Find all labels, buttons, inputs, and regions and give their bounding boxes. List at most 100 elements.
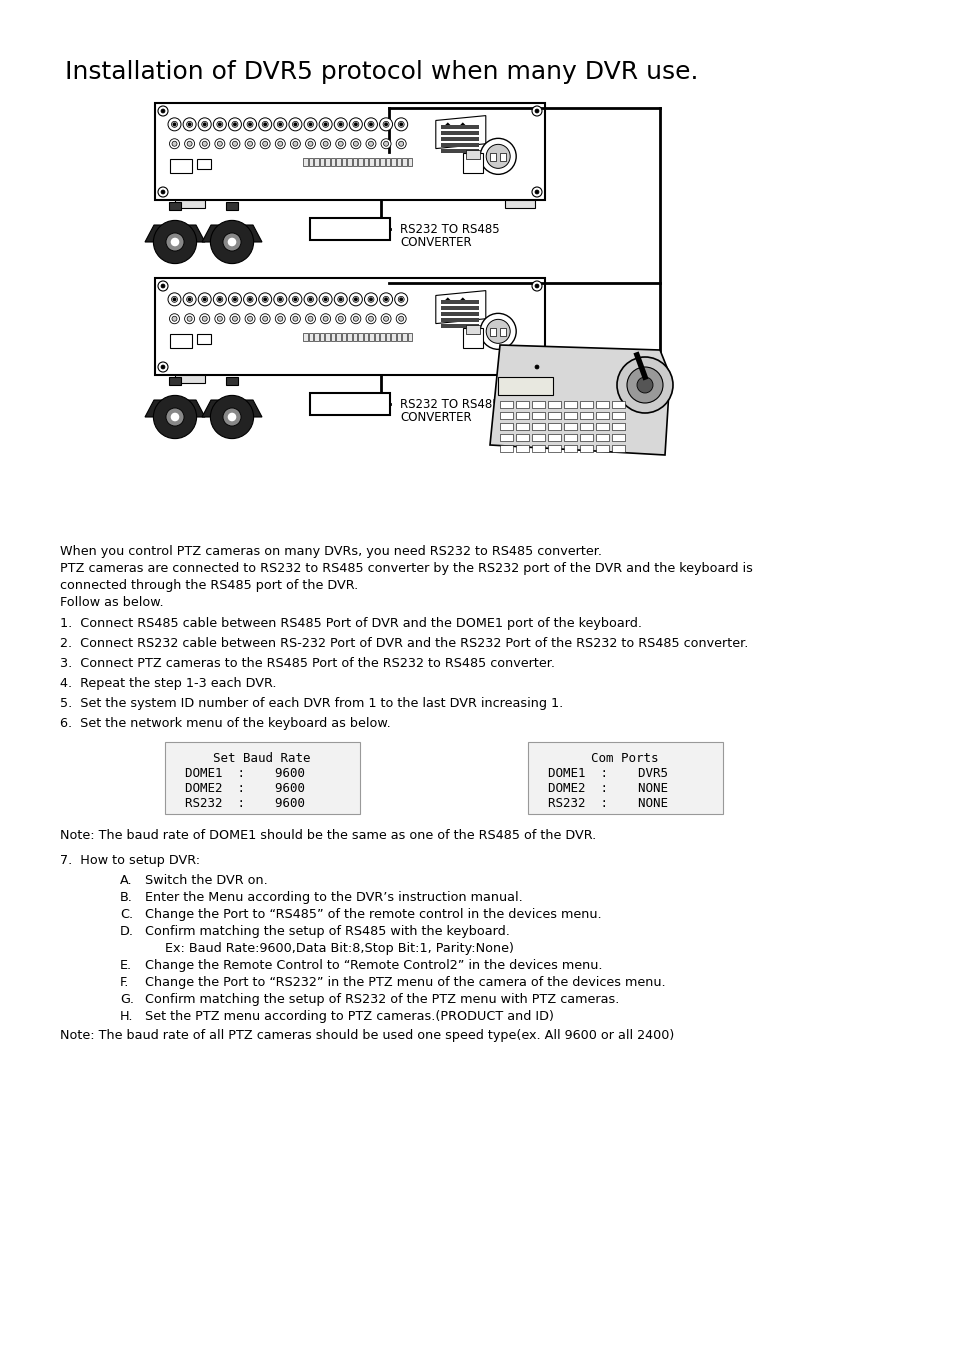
Circle shape bbox=[353, 316, 358, 322]
Circle shape bbox=[294, 123, 296, 126]
Circle shape bbox=[218, 123, 221, 126]
Circle shape bbox=[309, 299, 312, 300]
Circle shape bbox=[319, 293, 332, 305]
Circle shape bbox=[290, 139, 300, 149]
Circle shape bbox=[249, 123, 251, 126]
Circle shape bbox=[355, 123, 356, 126]
Circle shape bbox=[532, 362, 541, 372]
Circle shape bbox=[158, 281, 168, 290]
Text: 3.  Connect PTZ cameras to the RS485 Port of the RS232 to RS485 converter.: 3. Connect PTZ cameras to the RS485 Port… bbox=[60, 657, 555, 670]
Bar bbox=[347, 158, 352, 166]
Bar bbox=[563, 423, 577, 430]
Circle shape bbox=[399, 123, 402, 126]
Bar bbox=[579, 401, 593, 408]
Bar bbox=[196, 334, 211, 345]
Circle shape bbox=[230, 313, 240, 324]
Bar bbox=[341, 158, 346, 166]
Text: RS232 TO RS485: RS232 TO RS485 bbox=[399, 223, 499, 236]
Circle shape bbox=[304, 293, 316, 305]
Circle shape bbox=[243, 118, 256, 131]
Bar bbox=[309, 158, 313, 166]
Circle shape bbox=[338, 142, 343, 146]
Circle shape bbox=[353, 296, 358, 303]
Bar bbox=[226, 203, 237, 209]
Circle shape bbox=[183, 293, 196, 305]
Text: Set the PTZ menu according to PTZ cameras.(PRODUCT and ID): Set the PTZ menu according to PTZ camera… bbox=[145, 1011, 554, 1023]
Text: CONVERTER: CONVERTER bbox=[399, 236, 471, 249]
Circle shape bbox=[187, 316, 192, 322]
Circle shape bbox=[245, 139, 254, 149]
Polygon shape bbox=[436, 290, 485, 324]
Circle shape bbox=[172, 142, 177, 146]
Circle shape bbox=[323, 142, 328, 146]
Circle shape bbox=[168, 293, 181, 305]
Bar bbox=[440, 131, 478, 135]
Text: connected through the RS485 port of the DVR.: connected through the RS485 port of the … bbox=[60, 580, 358, 592]
Bar bbox=[499, 328, 506, 336]
Circle shape bbox=[199, 313, 210, 324]
Circle shape bbox=[322, 122, 328, 127]
Bar bbox=[504, 200, 535, 208]
Circle shape bbox=[274, 118, 287, 131]
Circle shape bbox=[307, 296, 314, 303]
Bar bbox=[612, 423, 624, 430]
Circle shape bbox=[319, 118, 332, 131]
Circle shape bbox=[293, 316, 297, 322]
Bar bbox=[516, 412, 529, 419]
Text: DOME1  :    9600: DOME1 : 9600 bbox=[185, 767, 305, 780]
Bar bbox=[347, 334, 352, 342]
Polygon shape bbox=[145, 226, 205, 242]
Bar bbox=[385, 334, 390, 342]
Circle shape bbox=[187, 122, 193, 127]
Circle shape bbox=[370, 123, 372, 126]
Bar bbox=[380, 334, 384, 342]
Circle shape bbox=[353, 142, 358, 146]
Text: 7.  How to setup DVR:: 7. How to setup DVR: bbox=[60, 854, 200, 867]
Bar bbox=[596, 401, 608, 408]
Bar bbox=[440, 126, 478, 130]
Bar bbox=[170, 334, 192, 349]
Circle shape bbox=[479, 313, 516, 350]
Bar bbox=[196, 159, 211, 169]
Circle shape bbox=[380, 139, 391, 149]
Circle shape bbox=[395, 313, 406, 324]
Circle shape bbox=[262, 142, 268, 146]
Bar bbox=[440, 324, 478, 328]
Bar bbox=[440, 319, 478, 322]
Circle shape bbox=[383, 296, 389, 303]
Bar bbox=[402, 334, 406, 342]
Bar bbox=[341, 334, 346, 342]
Bar bbox=[314, 158, 318, 166]
Circle shape bbox=[322, 296, 328, 303]
Text: DOME1  :    DVR5: DOME1 : DVR5 bbox=[547, 767, 667, 780]
Circle shape bbox=[324, 299, 327, 300]
Bar bbox=[612, 412, 624, 419]
Circle shape bbox=[366, 139, 375, 149]
Circle shape bbox=[161, 190, 165, 195]
Circle shape bbox=[153, 220, 196, 263]
Bar bbox=[499, 401, 513, 408]
Circle shape bbox=[324, 123, 327, 126]
Circle shape bbox=[290, 313, 300, 324]
Bar bbox=[596, 412, 608, 419]
Circle shape bbox=[202, 142, 207, 146]
Circle shape bbox=[532, 281, 541, 290]
Text: RS232  :    NONE: RS232 : NONE bbox=[547, 797, 667, 811]
Circle shape bbox=[279, 299, 281, 300]
Bar bbox=[516, 423, 529, 430]
Bar bbox=[532, 444, 544, 453]
Circle shape bbox=[201, 122, 208, 127]
Circle shape bbox=[158, 186, 168, 197]
Text: Change the Port to “RS232” in the PTZ menu of the camera of the devices menu.: Change the Port to “RS232” in the PTZ me… bbox=[145, 975, 665, 989]
Circle shape bbox=[532, 105, 541, 116]
Circle shape bbox=[304, 118, 316, 131]
Bar bbox=[596, 423, 608, 430]
Bar bbox=[363, 158, 368, 166]
Circle shape bbox=[201, 296, 208, 303]
Circle shape bbox=[289, 118, 301, 131]
Text: PTZ cameras are connected to RS232 to RS485 converter by the RS232 port of the D: PTZ cameras are connected to RS232 to RS… bbox=[60, 562, 752, 576]
Text: RS232 TO RS485: RS232 TO RS485 bbox=[399, 399, 499, 411]
Bar bbox=[309, 334, 313, 342]
Circle shape bbox=[158, 105, 168, 116]
Circle shape bbox=[172, 238, 178, 246]
